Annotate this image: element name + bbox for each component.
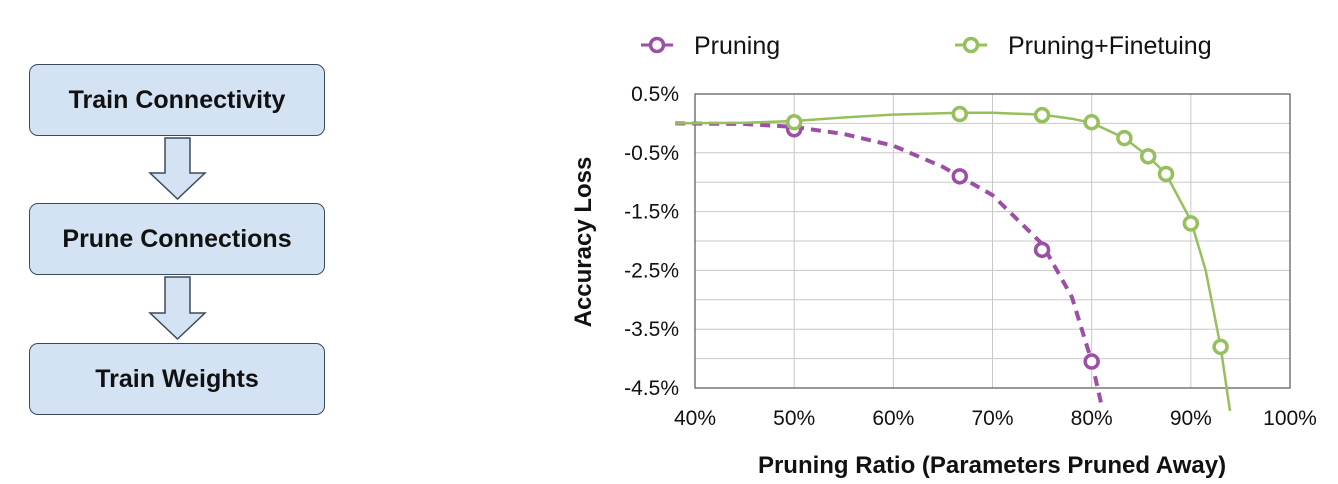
y-tick-label: 0.5%	[631, 83, 679, 106]
x-tick-label: 50%	[773, 407, 815, 430]
y-axis-label: Accuracy Loss	[570, 157, 597, 328]
y-tick-label: -1.5%	[624, 201, 679, 224]
legend-label: Pruning+Finetuing	[1008, 32, 1212, 60]
legend: Pruning Pruning+Finetuing	[641, 32, 1212, 60]
x-tick-label: 60%	[872, 407, 914, 430]
series	[675, 105, 1232, 411]
flowchart-arrows	[148, 137, 207, 341]
data-point-pruning-finetuning	[951, 105, 969, 123]
x-tick-label: 40%	[674, 407, 716, 430]
x-tick-label: 90%	[1170, 407, 1212, 430]
data-point-pruning-finetuning	[1033, 106, 1051, 124]
legend-label: Pruning	[694, 32, 780, 60]
plot-frame	[694, 93, 1291, 389]
legend-marker	[648, 36, 666, 54]
data-point-pruning-finetuning	[1157, 165, 1175, 183]
y-tick-label: -3.5%	[624, 318, 679, 341]
y-tick-label: -0.5%	[624, 142, 679, 165]
data-point-pruning-finetuning	[1116, 129, 1133, 147]
train-weights-step: Train Weights	[29, 343, 325, 415]
data-point-pruning-finetuning	[1182, 215, 1200, 232]
legend-marker	[962, 36, 980, 54]
data-point-pruning	[1083, 353, 1100, 370]
data-point-pruning-finetuning	[1212, 338, 1229, 356]
x-axis-label: Pruning Ratio (Parameters Pruned Away)	[758, 452, 1226, 479]
data-point-pruning-finetuning	[1083, 113, 1100, 131]
x-tick-label: 100%	[1263, 407, 1317, 430]
data-point-pruning	[1033, 241, 1051, 259]
series-line-pruning	[675, 121, 1104, 407]
x-tick-label: 70%	[971, 407, 1013, 430]
down-arrow-2	[148, 276, 207, 341]
data-point-pruning-finetuning	[1139, 148, 1157, 165]
train-connectivity-step: Train Connectivity	[29, 64, 325, 136]
grid-lines	[694, 93, 1291, 389]
axes: 40% 50% 60% 70% 80% 90% 100% 0.5% -0.5% -1.5% -2.5…	[624, 83, 1317, 430]
series-line-pruning-finetuning	[675, 111, 1232, 411]
y-tick-label: -2.5%	[624, 259, 679, 282]
data-point-pruning-finetuning	[785, 113, 803, 131]
prune-connections-step: Prune Connections	[29, 203, 325, 275]
down-arrow-1	[148, 137, 207, 201]
x-tick-label: 80%	[1071, 407, 1113, 430]
data-point-pruning	[951, 168, 969, 185]
y-tick-label: -4.5%	[624, 377, 679, 400]
